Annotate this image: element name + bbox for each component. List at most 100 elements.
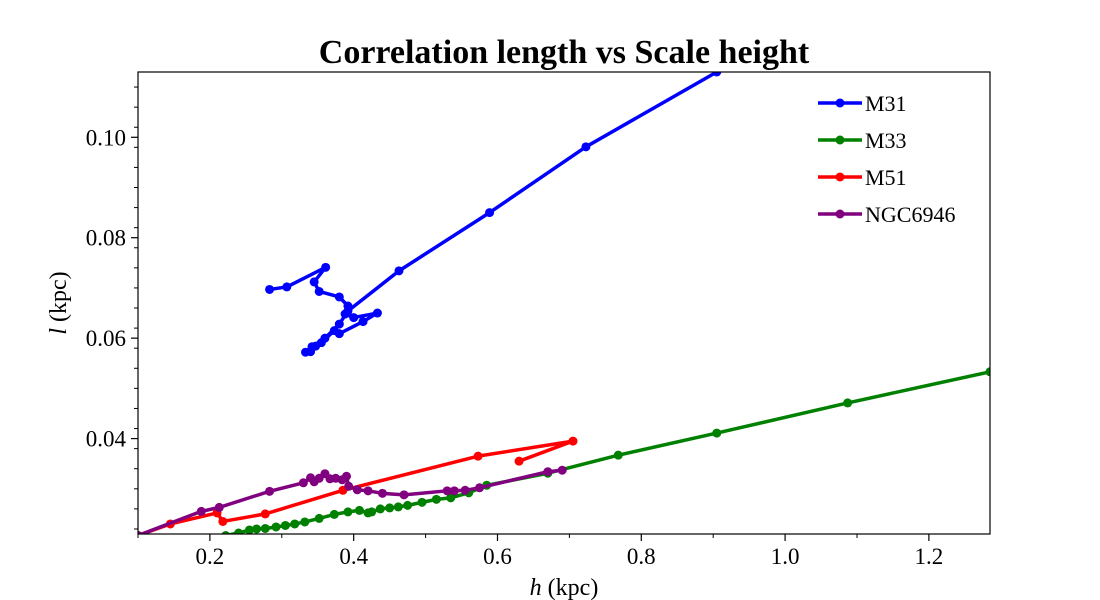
legend-label-m33: M33: [865, 128, 907, 153]
y-axis-label: l (kpc): [46, 271, 72, 334]
legend-marker-m51: [835, 172, 845, 182]
legend-item-ngc6946: NGC6946: [818, 202, 955, 227]
data-point-m33: [354, 505, 364, 515]
data-point-m33: [329, 509, 339, 519]
data-point-m33: [613, 450, 623, 460]
series-ngc6946: [138, 465, 567, 534]
legend-label-ngc6946: NGC6946: [865, 202, 955, 227]
data-point-m33: [712, 428, 722, 438]
data-point-ngc6946: [442, 486, 452, 496]
data-point-m31: [581, 142, 591, 152]
legend-marker-m33: [835, 135, 845, 145]
data-point-ngc6946: [298, 478, 308, 488]
x-tick-label: 1.0: [771, 544, 800, 569]
data-point-m33: [417, 497, 427, 507]
y-tick-label: 0.04: [86, 427, 127, 452]
data-point-ngc6946: [475, 483, 485, 493]
y-tick-label: 0.08: [86, 226, 126, 251]
data-point-ngc6946: [138, 531, 143, 534]
data-point-m33: [431, 494, 441, 504]
series-line-m33: [225, 370, 990, 534]
data-point-m33: [260, 523, 270, 533]
axis-ticks: 0.2 0.4 0.6 0.8 1.0 1.2 0.04 0.06 0.08 0.10: [86, 86, 943, 569]
data-point-m33: [985, 367, 990, 377]
data-point-m31: [265, 284, 275, 294]
data-point-m31: [334, 292, 344, 302]
data-point-m31: [320, 333, 330, 343]
x-axis-label-var: h: [530, 575, 542, 600]
data-point-ngc6946: [377, 488, 387, 498]
data-point-m33: [234, 528, 244, 534]
plot-frame: [137, 71, 991, 535]
data-point-ngc6946: [399, 490, 409, 500]
data-point-m33: [446, 493, 456, 503]
data-point-ngc6946: [196, 506, 206, 516]
data-point-m51: [218, 516, 228, 526]
chart-title: Correlation length vs Scale height: [319, 34, 810, 71]
data-point-ngc6946: [214, 502, 224, 512]
x-tick-label: 0.8: [627, 544, 656, 569]
data-point-m33: [221, 531, 230, 534]
data-point-ngc6946: [543, 467, 553, 477]
data-point-m33: [300, 517, 310, 527]
data-point-ngc6946: [344, 481, 354, 491]
legend-item-m31: M31: [818, 91, 907, 116]
y-tick-label: 0.06: [86, 326, 126, 351]
data-point-m33: [393, 502, 403, 512]
data-point-m33: [343, 507, 353, 517]
series-m31: [265, 72, 722, 357]
legend: M31 M33 M51 NGC6946: [818, 91, 955, 227]
data-point-m33: [403, 500, 413, 510]
data-point-m51: [260, 509, 270, 519]
data-point-m33: [290, 519, 300, 529]
data-point-m33: [843, 398, 853, 408]
x-axis-label-unit: (kpc): [542, 575, 599, 600]
y-axis-label-var: l: [46, 328, 72, 335]
series-layer: [138, 72, 990, 534]
data-point-m31: [485, 208, 495, 218]
data-point-m31: [309, 277, 319, 287]
series-line-ngc6946: [138, 468, 563, 534]
data-point-m31: [334, 319, 344, 329]
data-point-ngc6946: [352, 485, 362, 495]
data-point-m33: [367, 507, 377, 517]
data-point-m33: [375, 504, 385, 514]
data-point-m31: [394, 266, 404, 276]
data-point-m51: [473, 451, 483, 461]
data-point-m31: [712, 72, 722, 77]
data-point-m31: [307, 342, 317, 352]
legend-item-m33: M33: [818, 128, 907, 153]
data-point-m33: [314, 513, 324, 523]
x-tick-label: 0.2: [196, 544, 225, 569]
data-point-m31: [343, 306, 353, 316]
data-point-m31: [372, 308, 382, 318]
data-point-m31: [321, 262, 331, 272]
legend-label-m31: M31: [865, 91, 907, 116]
data-point-m51: [568, 436, 578, 446]
legend-marker-ngc6946: [835, 209, 845, 219]
legend-label-m51: M51: [865, 165, 907, 190]
data-point-m33: [271, 522, 281, 532]
data-point-m31: [301, 347, 311, 357]
x-tick-label: 0.4: [339, 544, 368, 569]
data-point-ngc6946: [363, 486, 373, 496]
data-point-m31: [282, 282, 292, 292]
series-m33: [221, 367, 990, 534]
data-point-m31: [314, 286, 324, 296]
data-point-m33: [252, 524, 262, 534]
data-point-m31: [358, 317, 368, 327]
data-point-ngc6946: [449, 486, 459, 496]
data-point-m33: [244, 525, 254, 534]
legend-marker-m31: [835, 98, 845, 108]
data-point-m51: [514, 456, 524, 466]
x-tick-label: 0.6: [483, 544, 512, 569]
data-point-m31: [349, 313, 359, 323]
y-axis-label-unit: (kpc): [46, 271, 72, 328]
data-point-m31: [329, 326, 339, 336]
data-point-ngc6946: [265, 486, 275, 496]
svg-text:l (kpc): l (kpc): [46, 271, 72, 334]
data-point-ngc6946: [342, 471, 352, 481]
x-axis-label: h (kpc): [530, 575, 599, 600]
y-tick-label: 0.10: [86, 125, 126, 150]
